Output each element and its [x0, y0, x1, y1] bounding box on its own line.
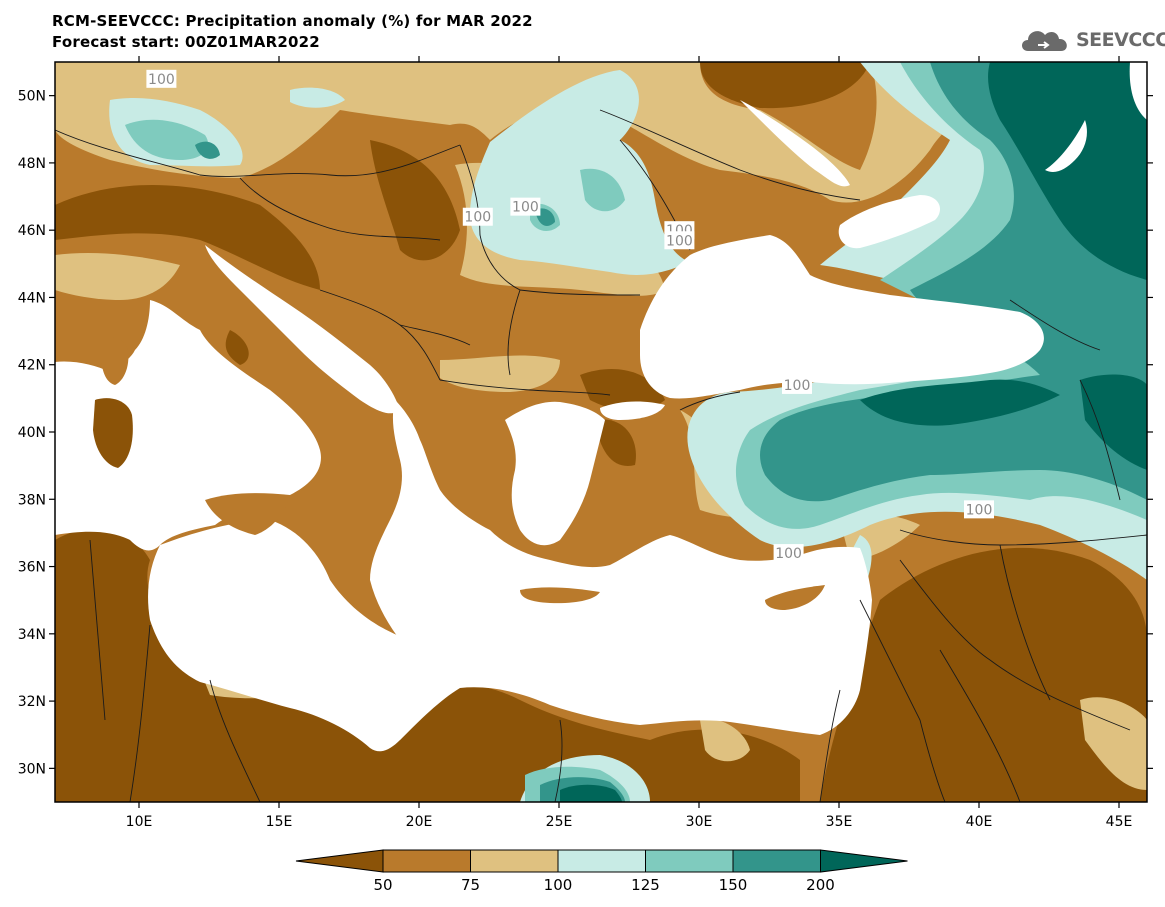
- lat-tick-label: 42N: [18, 358, 46, 374]
- lat-tick-label: 32N: [18, 694, 46, 710]
- country-borders: [55, 109, 1147, 802]
- eastern-mediterranean: [370, 400, 872, 740]
- colorbar-level-label: 50: [373, 876, 392, 894]
- marmara-sea: [600, 401, 665, 420]
- lat-tick-label: 50N: [18, 89, 46, 105]
- contour-label: 100: [512, 200, 539, 216]
- latitude-axis: 50N 48N 46N 44N 42N 40N 38N 36N 34N 32N 30N: [18, 89, 1153, 777]
- lon-tick-label: 45E: [1106, 814, 1133, 830]
- contour-label-box: [782, 375, 812, 394]
- colorbar-level-label: 75: [461, 876, 480, 894]
- extremely-wet-areas: [560, 62, 1147, 802]
- colorbar-segment: [732, 849, 821, 873]
- aegean-sea: [505, 401, 605, 546]
- contour-label-box: [510, 197, 541, 216]
- lon-tick-label: 10E: [126, 814, 153, 830]
- colorbar-level-label: 125: [631, 876, 660, 894]
- black-sea: [640, 235, 1044, 399]
- cloud-icon: [1022, 31, 1067, 51]
- kremenchuk-reservoir: [740, 100, 850, 187]
- contour-label-box: [964, 500, 994, 519]
- islands: [93, 337, 825, 610]
- lon-tick-label: 30E: [686, 814, 713, 830]
- contour-label-box: [664, 231, 695, 250]
- colorbar-right-arrow: [820, 849, 908, 873]
- sardinia: [93, 398, 133, 468]
- lon-tick-label: 25E: [546, 814, 573, 830]
- contour-label: 100: [148, 72, 175, 88]
- lat-tick-label: 40N: [18, 425, 46, 441]
- sea-of-azov: [838, 195, 940, 249]
- lat-tick-label: 34N: [18, 627, 46, 643]
- colorbar: 50 75 100 125 150 200: [295, 849, 908, 894]
- sicily: [205, 493, 290, 535]
- lon-tick-label: 15E: [266, 814, 293, 830]
- caspian-edge: [1129, 62, 1147, 120]
- corsica: [100, 337, 129, 385]
- map-area: [55, 62, 1147, 802]
- contour-label-box: [146, 69, 177, 88]
- lon-tick-label: 40E: [966, 814, 993, 830]
- lat-tick-label: 46N: [18, 223, 46, 239]
- cyprus: [765, 585, 825, 610]
- contour-label: 100: [666, 233, 693, 249]
- crete: [520, 587, 600, 604]
- volga-reservoir: [1045, 120, 1087, 172]
- lat-tick-label: 30N: [18, 761, 46, 777]
- longitude-axis: 10E 15E 20E 25E 30E 35E 40E 45E: [126, 56, 1133, 830]
- colorbar-segment: [645, 849, 734, 873]
- lon-tick-label: 35E: [826, 814, 853, 830]
- adriatic-sea: [205, 245, 400, 414]
- contour-label-box: [773, 544, 804, 563]
- colorbar-segment: [382, 849, 471, 873]
- contour-label: 100: [784, 378, 811, 394]
- very-dry-areas: [55, 62, 1147, 802]
- lon-tick-label: 20E: [406, 814, 433, 830]
- colorbar-level-label: 200: [806, 876, 835, 894]
- colorbar-level-label: 100: [544, 876, 573, 894]
- colorbar-segment: [470, 849, 559, 873]
- contour-label-box: [462, 207, 493, 226]
- lat-tick-label: 36N: [18, 560, 46, 576]
- colorbar-segment: [557, 849, 646, 873]
- lat-tick-label: 38N: [18, 492, 46, 508]
- colorbar-left-arrow: [295, 849, 384, 873]
- mediterranean-sea: [55, 300, 321, 551]
- central-mediterranean: [148, 520, 450, 752]
- colorbar-level-label: 150: [719, 876, 748, 894]
- contour-label: 100: [775, 546, 802, 562]
- chart-title: RCM-SEEVCCC: Precipitation anomaly (%) f…: [52, 12, 533, 30]
- seas: [55, 62, 1147, 752]
- forecast-start-label: Forecast start: 00Z01MAR2022: [52, 33, 320, 51]
- lat-tick-label: 44N: [18, 290, 46, 306]
- lat-tick-label: 48N: [18, 156, 46, 172]
- contour-label: 100: [464, 210, 491, 226]
- seevccc-logo: SEEVCCC: [1018, 22, 1165, 58]
- contour-label: 100: [966, 502, 993, 518]
- logo-text: SEEVCCC: [1076, 29, 1165, 51]
